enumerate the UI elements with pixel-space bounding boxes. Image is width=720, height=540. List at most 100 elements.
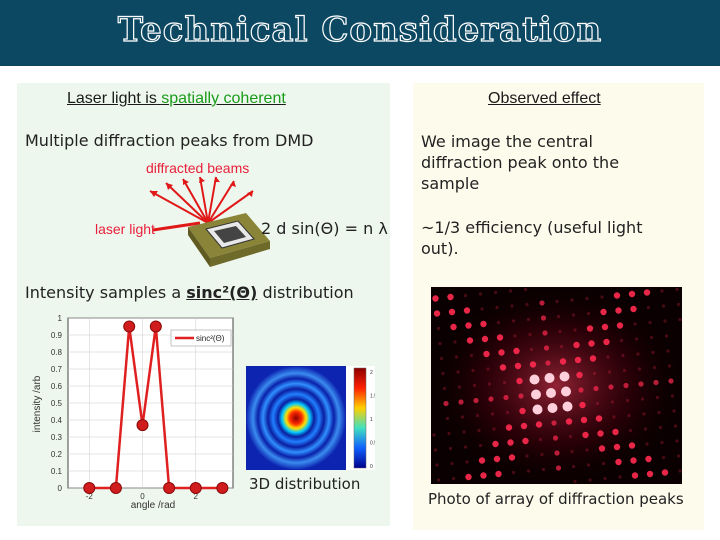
diffraction-spot bbox=[570, 298, 574, 302]
diffraction-spot bbox=[450, 461, 454, 466]
diffraction-spot bbox=[579, 401, 586, 409]
diffraction-spot bbox=[637, 367, 642, 371]
diffraction-spot bbox=[514, 362, 522, 370]
diffraction-spot bbox=[615, 307, 622, 314]
diffraction-spot bbox=[645, 455, 652, 463]
diffraction-spot bbox=[588, 340, 595, 347]
diffraction-spot bbox=[661, 455, 666, 460]
y-tick-label: 0.8 bbox=[51, 348, 63, 357]
diffraction-spot bbox=[586, 463, 591, 467]
laser-beam bbox=[152, 221, 201, 232]
diffraction-spot bbox=[571, 464, 576, 469]
diffraction-spot bbox=[651, 350, 655, 355]
diffraction-peaks-text: Multiple diffraction peaks from DMD bbox=[25, 131, 314, 150]
diffraction-spot bbox=[595, 415, 603, 422]
y-axis-label: intensity /arb bbox=[32, 375, 43, 432]
diffraction-spot bbox=[631, 472, 639, 479]
y-tick-labels: 0 0.1 0.2 0.3 0.4 0.5 0.6 0.7 0.8 0.9 1 bbox=[51, 314, 63, 493]
diffraction-spot bbox=[615, 458, 622, 466]
diffraction-spot bbox=[478, 443, 483, 448]
y-tick-label: 0.3 bbox=[51, 433, 63, 442]
y-tick-label: 0.9 bbox=[51, 331, 63, 340]
diffraction-spot bbox=[463, 445, 468, 449]
diffraction-spot bbox=[588, 478, 592, 482]
diffraction-spot bbox=[628, 428, 633, 433]
diffraction-spot bbox=[670, 394, 675, 398]
diffraction-spot bbox=[499, 364, 507, 371]
diffraction-spot bbox=[445, 416, 450, 421]
page-title: Technical Consideration bbox=[117, 9, 603, 50]
efficiency-text: ~1/3 efficiency (useful light out). bbox=[421, 218, 643, 258]
diffraction-spot bbox=[493, 290, 498, 295]
diffraction-spot bbox=[505, 410, 510, 415]
diffraction-photo-image bbox=[431, 287, 682, 484]
diffraction-spot bbox=[578, 387, 584, 393]
diffraction-spot bbox=[652, 365, 657, 370]
diffraction-spot bbox=[668, 378, 674, 384]
diffraction-spot bbox=[465, 473, 472, 481]
diffraction-spot bbox=[493, 455, 501, 463]
diffraction-spot bbox=[559, 344, 564, 349]
diffraction-spot bbox=[547, 403, 558, 413]
x-tick-label: 0 bbox=[140, 492, 145, 501]
diffraction-spot bbox=[513, 347, 520, 355]
diffraction-spot bbox=[532, 404, 543, 415]
title-banner bbox=[0, 0, 720, 66]
diffracted-beams-label: diffracted beams bbox=[146, 160, 249, 176]
diffraction-spot bbox=[542, 330, 548, 336]
diffraction-spot bbox=[478, 292, 483, 296]
y-tick-label: 0.2 bbox=[51, 450, 63, 459]
diffraction-spot bbox=[447, 293, 454, 301]
heatmap-rings: 2 1.5 1 0.5 0 bbox=[246, 366, 377, 470]
diffraction-spot bbox=[660, 289, 664, 293]
diffraction-spot bbox=[589, 355, 597, 362]
diffraction-spot bbox=[601, 461, 606, 466]
diffraction-spot bbox=[432, 433, 436, 437]
diffraction-spot bbox=[511, 319, 516, 323]
diffraction-spot bbox=[519, 407, 526, 415]
diffraction-spot bbox=[540, 315, 547, 321]
diffraction-spot bbox=[508, 454, 516, 461]
diffraction-spot bbox=[633, 322, 637, 326]
diffraction-spot bbox=[655, 395, 660, 400]
data-point bbox=[216, 482, 229, 494]
diffraction-spot bbox=[678, 469, 682, 473]
diffraction-spot bbox=[480, 320, 487, 328]
y-tick-label: 0 bbox=[58, 484, 63, 493]
diffraction-spot bbox=[454, 355, 459, 359]
diffraction-array-photo bbox=[431, 287, 682, 484]
diffraction-spot bbox=[642, 412, 646, 416]
diffraction-spot bbox=[640, 397, 645, 401]
diffraction-spot bbox=[558, 329, 562, 334]
photo-caption: Photo of array of diffraction peaks bbox=[428, 490, 684, 508]
diffraction-spot bbox=[621, 353, 625, 358]
y-tick-label: 0.4 bbox=[51, 416, 63, 425]
x-tick-labels: -2 0 2 bbox=[86, 492, 199, 501]
diffraction-spot bbox=[608, 384, 614, 390]
diffraction-spot bbox=[559, 371, 570, 382]
diffraction-spot bbox=[439, 356, 444, 361]
diffraction-spot bbox=[593, 385, 599, 392]
diffraction-spot bbox=[619, 338, 624, 343]
diffraction-spot bbox=[466, 337, 474, 344]
colorbar-tick-labels: 2 1.5 1 0.5 0 bbox=[370, 370, 377, 470]
diffraction-spot bbox=[576, 371, 583, 379]
colorbar-tick: 2 bbox=[370, 370, 373, 376]
diffraction-spot bbox=[438, 341, 442, 346]
arrow-heads bbox=[150, 177, 253, 197]
diffraction-spot bbox=[432, 295, 439, 302]
diffraction-spot bbox=[586, 325, 594, 332]
diffraction-spot bbox=[503, 394, 509, 401]
diffraction-spot bbox=[667, 364, 672, 368]
diffraction-spot bbox=[559, 358, 567, 365]
left-heading-highlight: spatially coherent bbox=[161, 90, 286, 107]
diffraction-spot bbox=[443, 400, 449, 407]
diffraction-spot bbox=[573, 328, 577, 332]
diffraction-spot bbox=[613, 443, 621, 451]
diffraction-spot bbox=[518, 393, 524, 399]
diffraction-spot bbox=[481, 335, 489, 343]
diffraction-spot bbox=[623, 382, 629, 389]
diffraction-spots bbox=[432, 287, 682, 484]
diffraction-spot bbox=[472, 383, 477, 388]
diffraction-spot bbox=[607, 370, 612, 374]
